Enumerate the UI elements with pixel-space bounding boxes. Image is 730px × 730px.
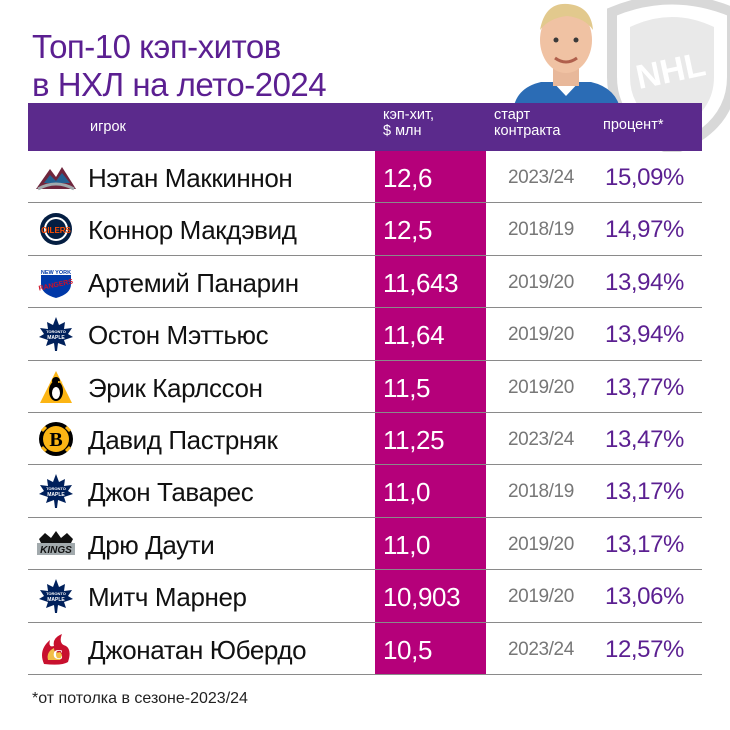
cap-percent: 13,17% [605, 478, 684, 506]
cap-percent: 14,97% [605, 216, 684, 244]
header-cap-line-1: кэп-хит, [383, 107, 434, 123]
header-cap-line-2: $ млн [383, 123, 422, 139]
contract-start: 2023/24 [508, 428, 574, 450]
header-start-line-1: старт [494, 107, 531, 123]
penguins-logo-icon [34, 369, 78, 405]
cap-hit-value: 10,5 [383, 634, 433, 665]
player-name: Коннор Макдэвид [88, 215, 297, 246]
contract-start: 2018/19 [508, 481, 574, 503]
header-cap: кэп-хит, $ млн [383, 107, 483, 139]
maple-leafs-logo-icon: TORONTO MAPLE [34, 473, 78, 509]
cap-hit-value: 11,64 [383, 320, 445, 351]
player-portrait [505, 0, 627, 112]
table-row: Эрик Карлссон 11,5 2019/20 13,77% [28, 361, 702, 413]
table-row: TORONTO MAPLE Остон Мэттьюс 11,64 2019/20 13,… [28, 308, 702, 361]
contract-start: 2018/19 [508, 219, 574, 241]
player-name: Дрю Даути [88, 529, 215, 560]
maple-leafs-logo-icon: TORONTO MAPLE [34, 578, 78, 614]
svg-text:MAPLE: MAPLE [47, 597, 65, 603]
bruins-logo-icon: B [34, 421, 78, 457]
table-row: TORONTO MAPLE Джон Таварес 11,0 2018/19 13,17… [28, 465, 702, 518]
svg-text:MAPLE: MAPLE [47, 335, 65, 341]
cap-hit-value: 12,6 [383, 163, 433, 193]
cap-percent: 13,47% [605, 425, 684, 453]
cap-hit-value: 10,903 [383, 582, 461, 613]
header-start-line-2: контракта [494, 123, 561, 139]
contract-start: 2023/24 [508, 638, 574, 660]
player-name: Давид Пастрняк [88, 424, 278, 455]
table-row: Нэтан Маккиннон 12,6 2023/24 15,09% [28, 151, 702, 204]
contract-start: 2023/24 [508, 167, 574, 188]
svg-text:TORONTO: TORONTO [46, 486, 66, 491]
cap-percent: 13,17% [605, 530, 684, 558]
oilers-logo-icon: OILERS [34, 211, 78, 247]
player-name: Митч Марнер [88, 582, 247, 613]
contract-start: 2019/20 [508, 324, 574, 346]
table-row: KINGS Дрю Даути 11,0 2019/20 13,17% [28, 518, 702, 571]
header-player: игрок [90, 119, 126, 135]
cap-hit-table: Нэтан Маккиннон 12,6 2023/24 15,09% OILERS Ко… [28, 151, 702, 675]
title-line-1: Топ-10 кэп-хитов [32, 28, 281, 65]
svg-text:NEW YORK: NEW YORK [41, 270, 71, 276]
cap-percent: 15,09% [605, 164, 684, 191]
svg-text:B: B [49, 429, 62, 451]
maple-leafs-logo-icon: TORONTO MAPLE [34, 316, 78, 352]
cap-hit-value: 11,0 [383, 477, 431, 508]
svg-text:MAPLE: MAPLE [47, 492, 65, 498]
table-row: C Джонатан Юбердо 10,5 2023/24 12,57% [28, 623, 702, 675]
cap-percent: 12,57% [605, 635, 684, 663]
avalanche-logo-icon [34, 159, 78, 195]
kings-logo-icon: KINGS [34, 526, 78, 562]
table-row: OILERS Коннор Макдэвид 12,5 2018/19 14,97% [28, 203, 702, 256]
table-row: NEW YORK RANGERS Артемий Панарин 11,643 2019… [28, 256, 702, 309]
header-start: старт контракта [494, 107, 594, 139]
footnote: *от потолка в сезоне-2023/24 [32, 690, 248, 707]
player-name: Артемий Панарин [88, 267, 299, 298]
title-line-2: в НХЛ на лето-2024 [32, 66, 327, 103]
svg-text:KINGS: KINGS [40, 545, 72, 556]
contract-start: 2019/20 [508, 533, 574, 555]
table-header: игрок кэп-хит, $ млн старт контракта про… [28, 103, 702, 151]
player-name: Нэтан Маккиннон [88, 163, 293, 193]
player-name: Остон Мэттьюс [88, 320, 269, 351]
svg-text:TORONTO: TORONTO [46, 591, 66, 596]
player-name: Джон Таварес [88, 477, 254, 508]
cap-column-highlight [375, 103, 486, 675]
cap-percent: 13,94% [605, 268, 684, 296]
cap-hit-value: 11,25 [383, 424, 445, 455]
page-title: Топ-10 кэп-хитов в НХЛ на лето-2024 [32, 28, 412, 104]
cap-hit-value: 11,0 [383, 529, 431, 560]
cap-hit-value: 11,5 [383, 372, 431, 403]
cap-percent: 13,94% [605, 321, 684, 349]
contract-start: 2019/20 [508, 376, 574, 398]
svg-text:OILERS: OILERS [41, 226, 71, 235]
cap-hit-value: 12,5 [383, 215, 433, 246]
cap-percent: 13,77% [605, 373, 684, 401]
header-percent: процент* [603, 117, 664, 133]
contract-start: 2019/20 [508, 271, 574, 293]
flames-logo-icon: C [34, 631, 78, 667]
cap-percent: 13,06% [605, 583, 684, 611]
table-row: TORONTO MAPLE Митч Марнер 10,903 2019/20 13,0… [28, 570, 702, 623]
svg-text:C: C [53, 648, 63, 663]
table-row: B Давид Пастрняк 11,25 2023/24 13,47% [28, 413, 702, 466]
svg-text:TORONTO: TORONTO [46, 329, 66, 334]
contract-start: 2019/20 [508, 586, 574, 608]
rangers-logo-icon: NEW YORK RANGERS [34, 264, 78, 300]
player-name: Эрик Карлссон [88, 372, 263, 403]
cap-hit-value: 11,643 [383, 267, 459, 298]
player-name: Джонатан Юбердо [88, 634, 307, 665]
